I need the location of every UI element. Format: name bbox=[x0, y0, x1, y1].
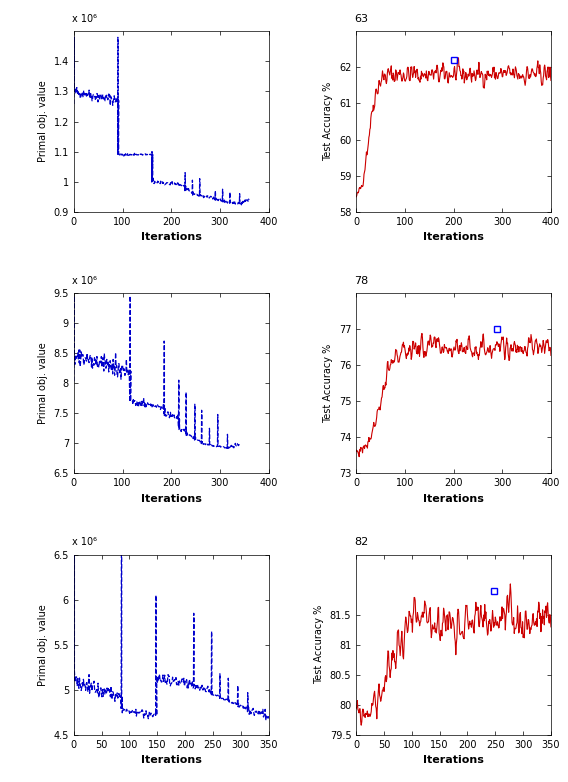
Y-axis label: Test Accuracy %: Test Accuracy % bbox=[314, 605, 324, 684]
Text: x 10⁶: x 10⁶ bbox=[72, 276, 97, 285]
Y-axis label: Test Accuracy %: Test Accuracy % bbox=[323, 82, 333, 161]
X-axis label: Iterations: Iterations bbox=[423, 232, 484, 242]
Y-axis label: Primal obj. value: Primal obj. value bbox=[38, 81, 48, 163]
Text: x 10⁶: x 10⁶ bbox=[72, 537, 97, 547]
X-axis label: Iterations: Iterations bbox=[423, 493, 484, 504]
X-axis label: Iterations: Iterations bbox=[423, 755, 484, 766]
X-axis label: Iterations: Iterations bbox=[141, 493, 202, 504]
Y-axis label: Primal obj. value: Primal obj. value bbox=[38, 604, 48, 686]
Text: x 10⁶: x 10⁶ bbox=[72, 14, 97, 24]
Text: 63: 63 bbox=[354, 14, 368, 24]
X-axis label: Iterations: Iterations bbox=[141, 755, 202, 766]
X-axis label: Iterations: Iterations bbox=[141, 232, 202, 242]
Text: 82: 82 bbox=[354, 537, 369, 547]
Y-axis label: Test Accuracy %: Test Accuracy % bbox=[323, 343, 333, 423]
Text: 78: 78 bbox=[354, 276, 369, 285]
Y-axis label: Primal obj. value: Primal obj. value bbox=[38, 343, 48, 424]
